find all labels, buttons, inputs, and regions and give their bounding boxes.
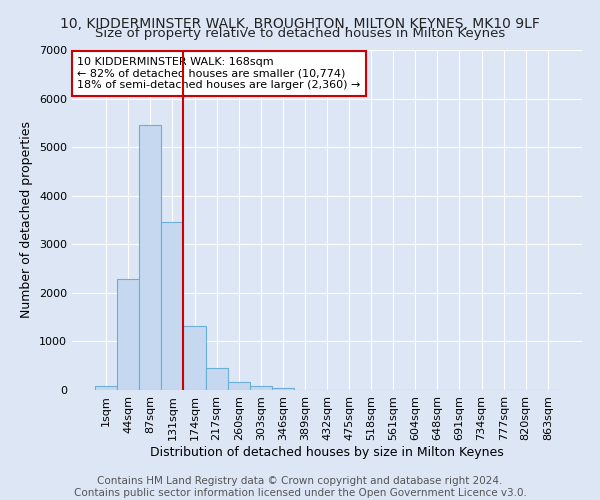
Text: 10 KIDDERMINSTER WALK: 168sqm
← 82% of detached houses are smaller (10,774)
18% : 10 KIDDERMINSTER WALK: 168sqm ← 82% of d… <box>77 57 361 90</box>
Bar <box>139 126 161 390</box>
Text: Contains HM Land Registry data © Crown copyright and database right 2024.
Contai: Contains HM Land Registry data © Crown c… <box>74 476 526 498</box>
Bar <box>117 280 139 390</box>
Bar <box>250 386 272 390</box>
Bar <box>227 382 250 390</box>
Text: 10, KIDDERMINSTER WALK, BROUGHTON, MILTON KEYNES, MK10 9LF: 10, KIDDERMINSTER WALK, BROUGHTON, MILTO… <box>60 18 540 32</box>
Bar <box>272 388 294 390</box>
Bar <box>184 326 206 390</box>
Bar <box>161 222 184 390</box>
Bar <box>206 368 227 390</box>
Y-axis label: Number of detached properties: Number of detached properties <box>20 122 34 318</box>
Bar <box>95 386 117 390</box>
X-axis label: Distribution of detached houses by size in Milton Keynes: Distribution of detached houses by size … <box>150 446 504 458</box>
Text: Size of property relative to detached houses in Milton Keynes: Size of property relative to detached ho… <box>95 28 505 40</box>
